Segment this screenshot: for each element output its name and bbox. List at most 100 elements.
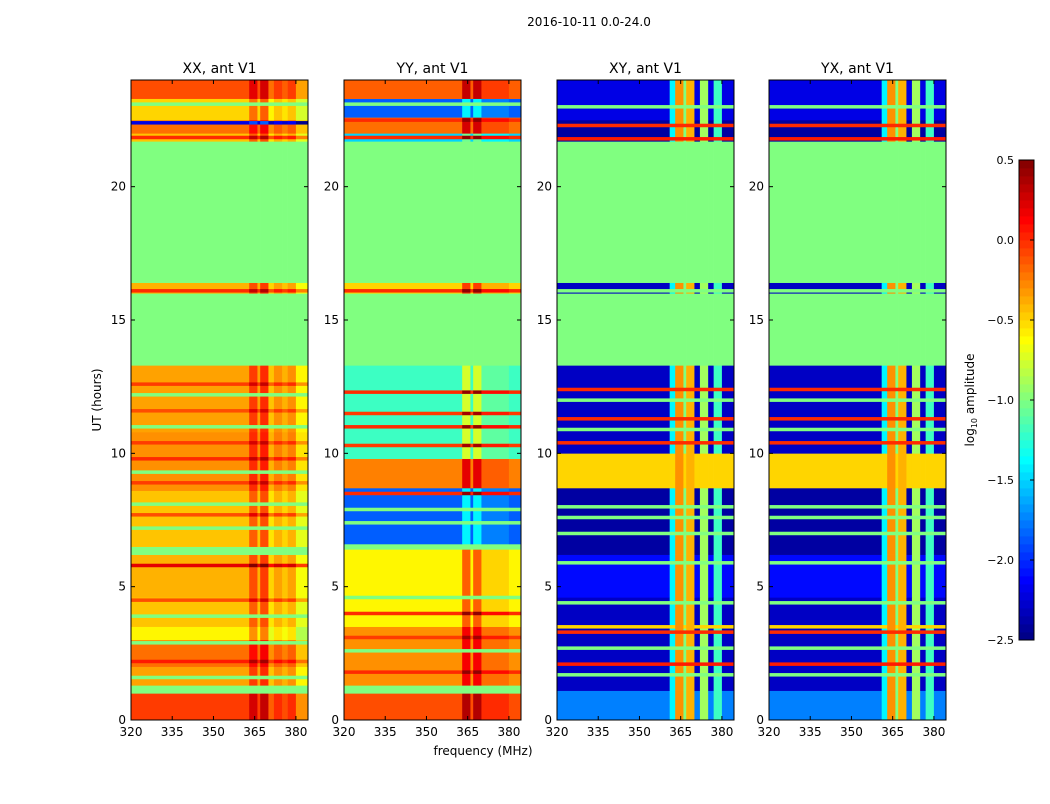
heatmap-cell: [675, 282, 684, 294]
heatmap-line: [694, 123, 701, 128]
heatmap-line: [669, 137, 676, 141]
heatmap-cell: [295, 293, 308, 366]
heatmap-line: [694, 625, 701, 629]
heatmap-cell: [273, 293, 283, 366]
heatmap-cell: [557, 453, 670, 489]
heatmap-cell: [713, 80, 723, 121]
heatmap-line: [906, 505, 913, 509]
heatmap-line: [557, 398, 670, 402]
heatmap-line: [287, 441, 297, 445]
heatmap-line: [249, 121, 258, 125]
y-tick-label: 15: [324, 313, 339, 327]
heatmap-line: [287, 121, 297, 125]
heatmap-cell: [895, 282, 899, 294]
heatmap-line: [473, 670, 482, 674]
heatmap-line: [686, 417, 695, 421]
heatmap-cell: [675, 141, 684, 283]
heatmap-cell: [713, 453, 723, 489]
heatmap-line: [769, 417, 882, 421]
heatmap-line: [669, 630, 676, 634]
heatmap-line: [669, 646, 676, 650]
heatmap-line: [470, 118, 474, 122]
heatmap-line: [911, 662, 921, 666]
heatmap-cell: [933, 365, 946, 454]
heatmap-cell: [260, 365, 269, 433]
heatmap-line: [669, 625, 676, 629]
heatmap-line: [481, 611, 488, 616]
heatmap-line: [898, 123, 907, 128]
heatmap-line: [906, 417, 913, 421]
heatmap-line: [925, 646, 935, 650]
heatmap-cell: [287, 282, 297, 294]
heatmap-cell: [669, 690, 676, 720]
heatmap-cell: [898, 365, 907, 454]
heatmap-cell: [898, 282, 907, 294]
heatmap-line: [686, 662, 695, 666]
heatmap-cell: [898, 80, 907, 121]
heatmap-cell: [131, 141, 250, 283]
heatmap-line: [683, 601, 687, 605]
heatmap-line: [683, 646, 687, 650]
heatmap-line: [694, 515, 701, 520]
heatmap-line: [481, 443, 488, 448]
heatmap-line: [906, 673, 913, 677]
heatmap-line: [249, 289, 258, 293]
heatmap-cell: [260, 693, 269, 720]
heatmap-line: [257, 102, 261, 106]
heatmap-line: [462, 390, 471, 394]
colorbar-segment: [1019, 320, 1034, 329]
heatmap-line: [557, 673, 670, 677]
heatmap-cell: [887, 365, 896, 454]
heatmap-cell: [462, 488, 471, 545]
heatmap: [769, 80, 946, 720]
heatmap-line: [486, 635, 510, 640]
heatmap-line: [708, 427, 714, 432]
heatmap-cell: [344, 98, 463, 118]
heatmap-line: [344, 411, 463, 416]
heatmap-line: [462, 425, 471, 429]
heatmap-cell: [508, 458, 521, 489]
heatmap-cell: [481, 117, 488, 134]
heatmap-cell: [282, 597, 288, 627]
heatmap-cell: [268, 432, 275, 491]
heatmap-line: [708, 398, 714, 402]
heatmap-cell: [713, 554, 723, 598]
heatmap-cell: [887, 293, 896, 366]
heatmap-line: [260, 675, 269, 680]
heatmap-line: [268, 409, 275, 413]
heatmap-cell: [920, 690, 926, 720]
heatmap-cell: [295, 685, 308, 694]
heatmap-line: [268, 289, 275, 293]
heatmap-cell: [508, 141, 521, 283]
heatmap-cell: [920, 282, 926, 294]
heatmap-line: [260, 641, 269, 645]
heatmap-line: [260, 614, 269, 618]
heatmap-cell: [898, 554, 907, 598]
heatmap-line: [920, 515, 926, 520]
heatmap-line: [933, 625, 946, 629]
heatmap-line: [557, 505, 670, 509]
heatmap-line: [557, 601, 670, 605]
heatmap-cell: [911, 120, 921, 142]
heatmap-line: [273, 382, 283, 386]
heatmap-line: [131, 563, 250, 568]
heatmap-line: [683, 105, 687, 109]
heatmap-cell: [257, 120, 261, 134]
heatmap-line: [887, 646, 896, 650]
colorbar-segment: [1019, 216, 1034, 225]
heatmap-line: [669, 417, 676, 421]
heatmap-line: [895, 531, 899, 536]
heatmap-line: [268, 393, 275, 397]
heatmap-line: [895, 417, 899, 421]
heatmap-line: [675, 417, 684, 421]
colorbar-segment: [1019, 632, 1034, 641]
heatmap-line: [686, 105, 695, 109]
heatmap-line: [249, 614, 258, 618]
heatmap-line: [268, 102, 275, 106]
colorbar-segment: [1019, 368, 1034, 377]
x-tick-label: 335: [587, 725, 610, 739]
heatmap-cell: [699, 624, 709, 691]
heatmap-line: [769, 531, 882, 536]
heatmap-line: [769, 123, 882, 128]
heatmap-cell: [470, 488, 474, 545]
